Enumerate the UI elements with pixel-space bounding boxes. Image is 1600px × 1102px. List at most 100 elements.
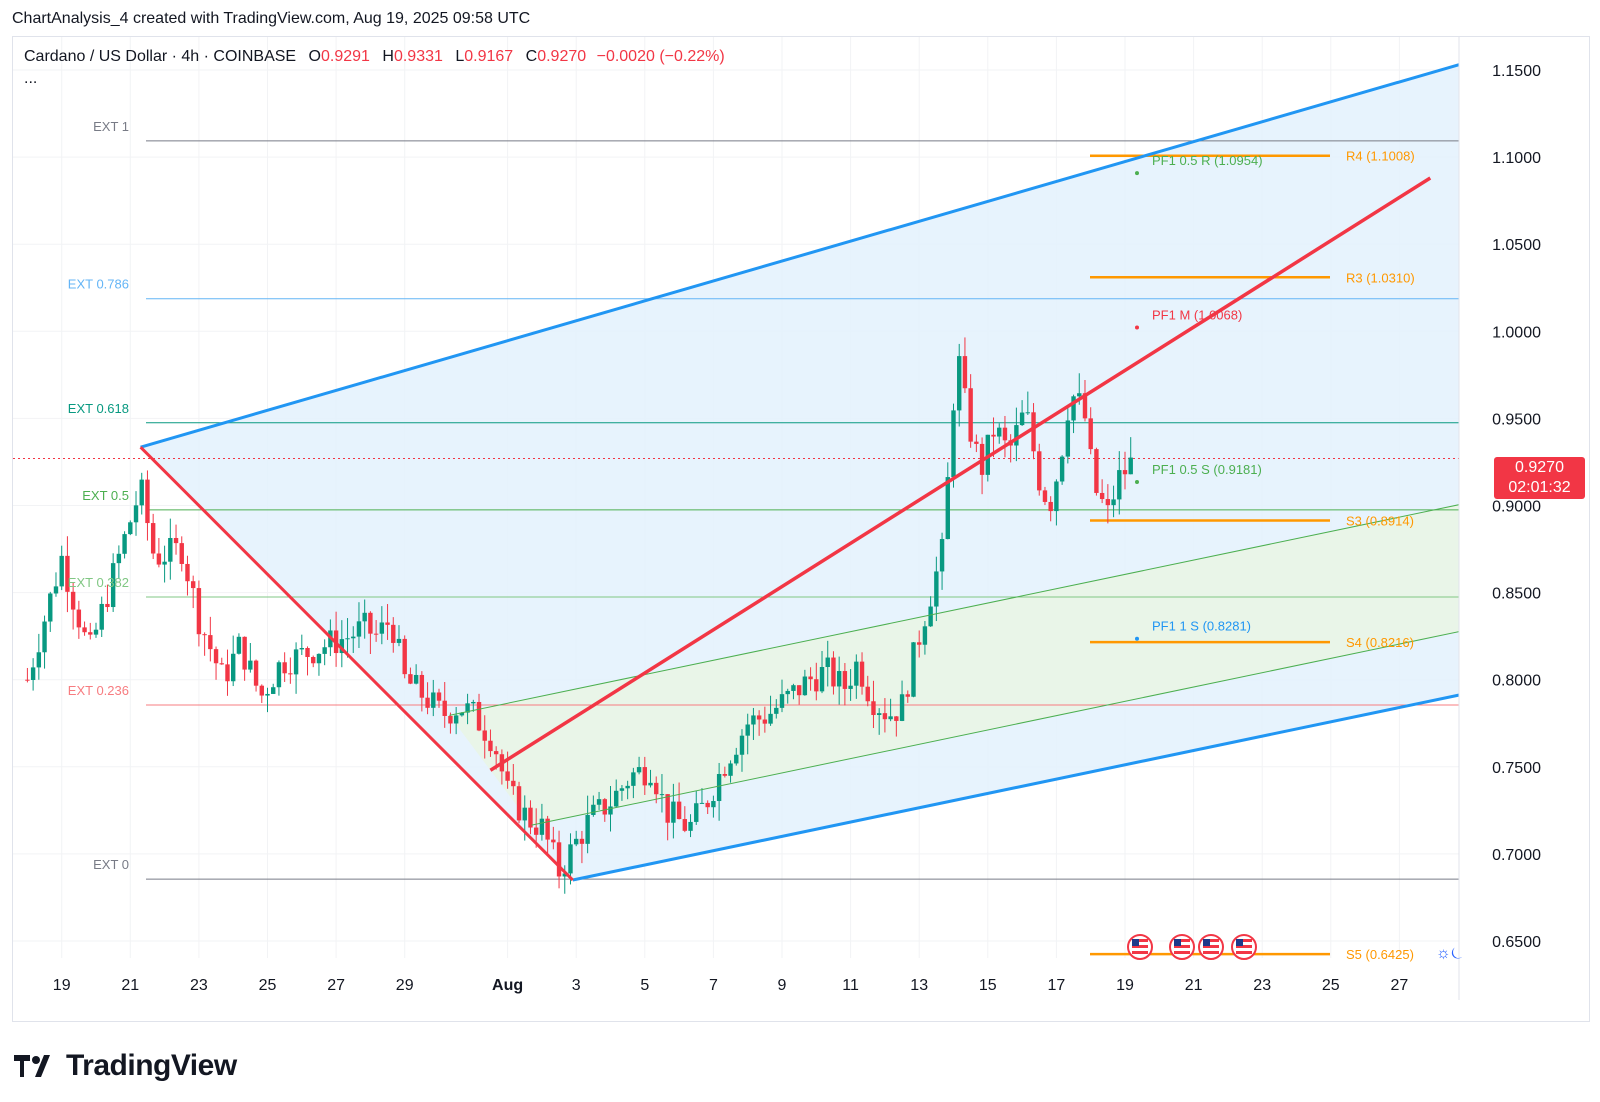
candle-body xyxy=(122,534,127,554)
candle-body xyxy=(65,555,70,592)
candle-body xyxy=(1014,425,1019,446)
fib-level-label: EXT 0.5 xyxy=(82,488,129,503)
candle-body xyxy=(511,780,516,787)
candle-body xyxy=(225,664,230,682)
us-flag-stripe xyxy=(1236,939,1252,942)
y-tick-label: 0.7000 xyxy=(1492,847,1541,864)
candle-body xyxy=(276,662,282,688)
candle-body xyxy=(636,767,642,773)
candle-body xyxy=(871,701,876,716)
candle-body xyxy=(1037,451,1042,491)
candle-body xyxy=(293,649,299,675)
x-tick-label: 5 xyxy=(640,977,649,994)
symbol-name: Cardano / US Dollar · 4h · COINBASE xyxy=(24,48,297,65)
x-tick-label: 17 xyxy=(1048,977,1066,994)
pitchfork-lines xyxy=(139,63,1459,882)
fib-level-label: EXT 0 xyxy=(93,857,129,872)
pitchfork-marker xyxy=(1135,479,1139,484)
fib-levels xyxy=(13,140,1459,880)
candle-body xyxy=(162,561,167,565)
candle-body xyxy=(997,427,1002,437)
candle-body xyxy=(928,606,933,627)
candle-body xyxy=(493,751,499,755)
candle-body xyxy=(1031,412,1036,452)
pitchfork-level-label: PF1 0.5 S (0.9181) xyxy=(1152,462,1262,477)
candle-body xyxy=(379,622,385,634)
candle-body xyxy=(1117,470,1122,500)
candle-body xyxy=(694,803,699,822)
high-label: H xyxy=(382,48,394,65)
last-price-badge: 0.9270 02:01:32 xyxy=(1494,457,1585,499)
tradingview-logo-icon xyxy=(14,1055,50,1077)
candle-body xyxy=(190,581,196,589)
candle-body xyxy=(957,356,962,411)
candle-body xyxy=(665,794,670,823)
candle-body xyxy=(265,693,270,696)
pivot-level-label: R4 (1.1008) xyxy=(1346,149,1415,164)
candle-body xyxy=(917,642,922,645)
candle-body xyxy=(110,563,116,608)
candle-body xyxy=(253,660,259,686)
candle-body xyxy=(1048,501,1053,512)
candle-body xyxy=(876,713,882,716)
fib-level-label: EXT 0.382 xyxy=(68,575,129,590)
us-flag-stripe xyxy=(1174,939,1190,942)
open-value: 0.9291 xyxy=(321,48,370,65)
candle-body xyxy=(105,603,110,608)
candle-body xyxy=(316,653,322,664)
candle-body xyxy=(48,593,53,622)
candle-body xyxy=(442,700,447,716)
pivot-level-label: S5 (0.6425) xyxy=(1346,947,1414,962)
candle-body xyxy=(631,772,636,786)
candle-body xyxy=(1077,393,1082,397)
candle-body xyxy=(814,679,819,692)
candle-body xyxy=(968,388,973,442)
x-tick-label: 19 xyxy=(53,977,71,994)
candle-body xyxy=(899,694,905,721)
low-label: L xyxy=(455,48,465,65)
candle-body xyxy=(59,555,64,587)
us-flag-stripe xyxy=(1236,945,1252,948)
candle-body xyxy=(448,715,453,724)
pitchfork-inner-lower xyxy=(531,631,1459,826)
candle-body xyxy=(619,788,625,791)
candle-body xyxy=(208,635,213,650)
candle-body xyxy=(574,838,579,845)
candle-body xyxy=(671,801,676,823)
candle-body xyxy=(939,539,945,572)
candle-body xyxy=(756,715,762,720)
candle-body xyxy=(705,802,710,808)
candle-body xyxy=(533,827,539,835)
pitchfork-median-line xyxy=(489,176,1432,772)
us-flag-stripe xyxy=(1174,945,1190,948)
candle-body xyxy=(688,821,693,831)
candle-body xyxy=(453,715,459,724)
candle-body xyxy=(848,685,853,689)
candle-body xyxy=(242,636,247,670)
candle-body xyxy=(762,719,768,724)
x-tick-label: 13 xyxy=(910,977,928,994)
candle-body xyxy=(391,624,396,643)
fib-level-label: EXT 0.236 xyxy=(68,683,129,698)
candle-body xyxy=(53,586,59,594)
candle-body xyxy=(88,632,93,635)
us-flag-stripe xyxy=(1132,939,1148,942)
candle-body xyxy=(802,676,808,696)
candle-body xyxy=(128,522,133,535)
session-icon[interactable]: ☼⏾ xyxy=(1436,945,1464,962)
y-tick-label: 1.1500 xyxy=(1492,63,1541,80)
candle-body xyxy=(825,657,830,668)
candle-body xyxy=(368,612,373,634)
legend-more-button[interactable]: ... xyxy=(24,70,38,87)
candle-body xyxy=(168,537,173,562)
candle-body xyxy=(911,642,916,697)
candle-body xyxy=(642,767,647,786)
level-labels: EXT 1 EXT 0.786 EXT 0.618 EXT 0.5 EXT 0.382 E… xyxy=(68,119,1415,962)
candle-body xyxy=(282,662,287,674)
candle-body xyxy=(311,657,316,664)
fib-level-label: EXT 1 xyxy=(93,119,129,134)
candle-body xyxy=(351,636,356,639)
candle-body xyxy=(551,839,556,843)
us-flag-canton xyxy=(1236,939,1243,946)
